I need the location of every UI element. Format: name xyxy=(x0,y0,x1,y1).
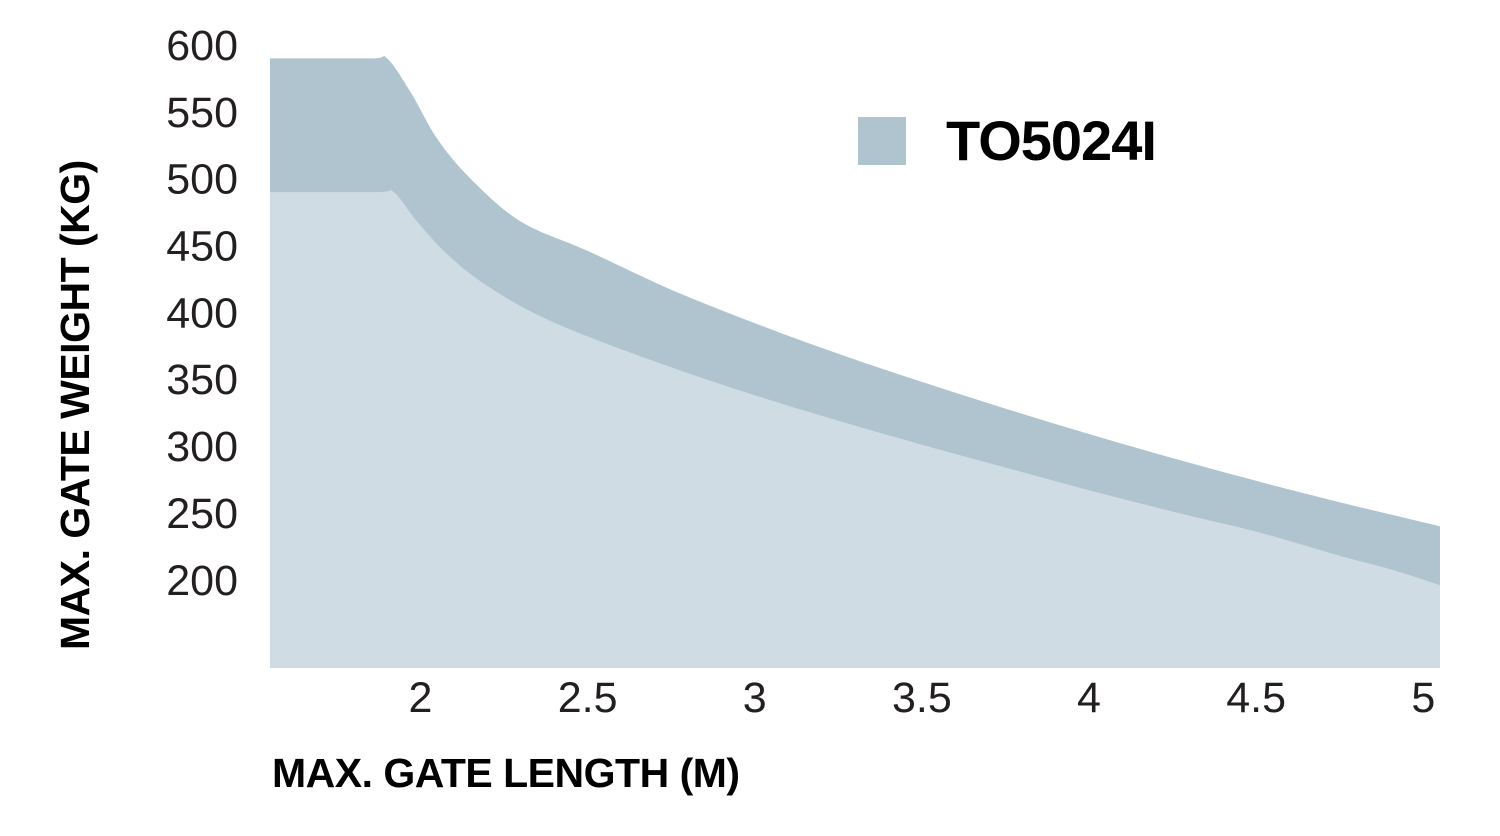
y-tick-label: 450 xyxy=(166,223,238,271)
y-tick-label: 350 xyxy=(166,356,238,404)
x-axis-title: MAX. GATE LENGTH (M) xyxy=(272,750,740,796)
y-tick-label: 550 xyxy=(166,89,238,137)
x-tick-label: 3 xyxy=(743,674,767,722)
y-tick-label: 500 xyxy=(166,156,238,204)
x-tick-label: 5 xyxy=(1411,674,1435,722)
y-tick-label: 250 xyxy=(166,490,238,538)
x-tick-label: 3.5 xyxy=(892,674,952,722)
series-area-lower-band xyxy=(270,189,1440,668)
x-tick-label: 4 xyxy=(1077,674,1101,722)
y-tick-label: 200 xyxy=(166,557,238,605)
legend-swatch xyxy=(858,116,906,165)
x-tick-label: 2 xyxy=(408,674,432,722)
y-tick-label: 400 xyxy=(166,289,238,337)
y-tick-label: 600 xyxy=(166,22,238,70)
x-tick-label: 4.5 xyxy=(1226,674,1286,722)
y-tick-label: 300 xyxy=(166,423,238,471)
x-tick-label: 2.5 xyxy=(558,674,618,722)
y-axis-title: MAX. GATE WEIGHT (KG) xyxy=(52,160,98,650)
legend: TO5024I xyxy=(858,108,1157,173)
legend-label: TO5024I xyxy=(946,109,1157,172)
